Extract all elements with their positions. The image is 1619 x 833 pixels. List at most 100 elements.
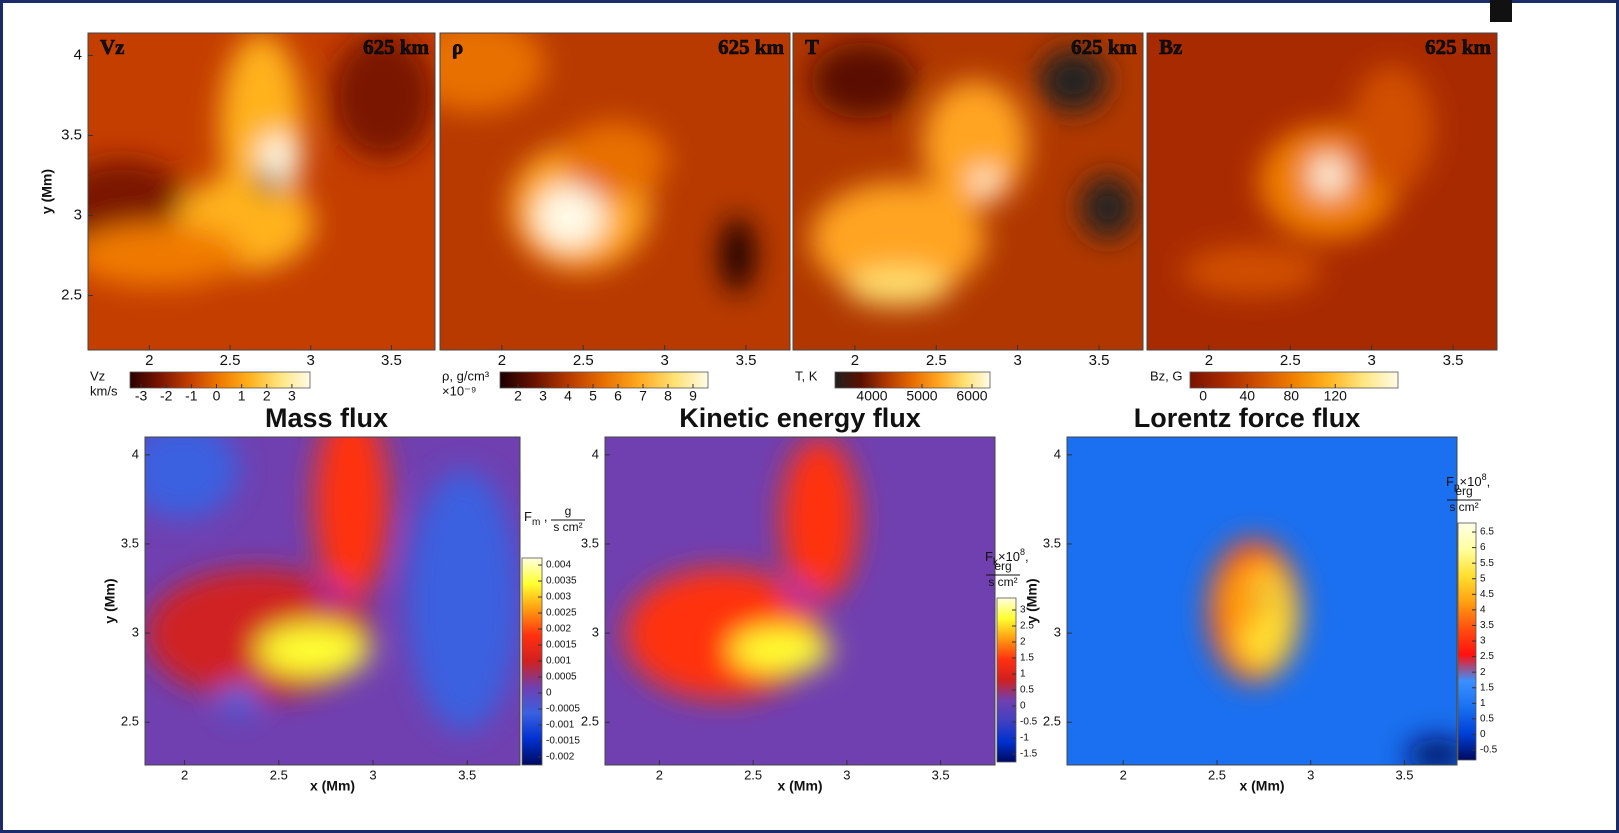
colorbar-tick-label: 0.5	[1020, 685, 1034, 696]
y-tick-label: 3.5	[61, 126, 82, 143]
colorbar	[1190, 372, 1398, 388]
colorbar-tick-label: 0	[546, 688, 552, 699]
colorbar-tick-label: 1.5	[1480, 682, 1494, 693]
x-tick-label: 3	[1013, 352, 1021, 369]
figure: 22.533.52.533.54y (Mm)Vz625 km-3-2-10123…	[0, 0, 1619, 833]
colorbar-label-part: ,	[540, 509, 547, 524]
heatmap-blob	[408, 470, 521, 732]
colorbar-tick-label: 0.003	[546, 592, 571, 603]
x-tick-label: 3.5	[1395, 767, 1413, 782]
x-tick-label: 2.5	[1280, 352, 1301, 369]
x-tick-label: 3.5	[1089, 352, 1110, 369]
colorbar-tick-label: 4	[564, 388, 572, 404]
colorbar	[500, 372, 708, 388]
colorbar-label-part: F	[985, 549, 993, 564]
x-tick-label: 2.5	[270, 767, 288, 782]
colorbar-tick-label: 3	[288, 388, 296, 404]
panel-label: ρ	[452, 35, 463, 59]
y-tick-label: 3.5	[581, 535, 599, 550]
colorbar-tick-label: 0.002	[546, 624, 571, 635]
y-tick-label: 4	[132, 446, 139, 461]
y-tick-label: 3	[592, 625, 599, 640]
y-axis-label: y (Mm)	[1024, 578, 1040, 623]
colorbar-label: ρ, g/cm³	[442, 368, 490, 383]
colorbar-tick-label: -1.5	[1020, 749, 1038, 760]
heatmap-blob	[1080, 176, 1136, 239]
colorbar-label: Vz	[90, 368, 105, 383]
colorbar-tick-label: 2	[263, 388, 271, 404]
colorbar-tick-label: 1	[1480, 698, 1486, 709]
colorbar-tick-label: 0.5	[1480, 714, 1494, 725]
colorbar-label: ×10⁻⁹	[442, 383, 476, 398]
heatmap-blob	[1223, 568, 1262, 634]
colorbar-tick-label: 5000	[906, 388, 937, 404]
colorbar-tick-label: 4	[1480, 605, 1486, 616]
x-tick-label: 3	[307, 352, 315, 369]
x-tick-label: 3	[1307, 767, 1314, 782]
colorbar-tick-label: 0.004	[546, 560, 571, 571]
x-tick-label: 3.5	[381, 352, 402, 369]
colorbar-label-part: ,	[1025, 549, 1029, 564]
x-tick-label: 2.5	[926, 352, 947, 369]
colorbar-label-part: m	[532, 517, 540, 528]
heatmap-blob	[535, 185, 605, 248]
heatmap-image	[793, 33, 1143, 350]
x-tick-label: 2	[181, 767, 188, 782]
y-tick-label: 3	[132, 625, 139, 640]
colorbar-tick-label: 0.001	[546, 656, 571, 667]
x-tick-label: 3.5	[458, 767, 476, 782]
y-tick-label: 2.5	[581, 714, 599, 729]
colorbar-tick-label: 2	[1020, 637, 1026, 648]
colorbar-label-part: F	[524, 509, 532, 524]
heatmap-blob	[730, 627, 831, 673]
x-tick-label: 2	[851, 352, 859, 369]
panel-title: Lorentz force flux	[1134, 403, 1361, 433]
y-tick-label: 3	[74, 206, 82, 223]
heatmap-blob	[1260, 593, 1272, 603]
heatmap-blob	[1350, 65, 1434, 192]
heatmap-blob	[258, 624, 371, 676]
y-axis-label: y (Mm)	[39, 169, 55, 214]
x-tick-label: 3.5	[1443, 352, 1464, 369]
x-tick-label: 2.5	[220, 352, 241, 369]
colorbar-tick-label: 5	[589, 388, 597, 404]
y-tick-label: 2.5	[61, 287, 82, 304]
heatmap-blob	[321, 585, 344, 605]
x-tick-label: 2.5	[1208, 767, 1226, 782]
panel-label: Vz	[100, 35, 125, 59]
colorbar-tick-label: -0.001	[546, 720, 575, 731]
panel-label: Bz	[1159, 35, 1182, 59]
colorbar-tick-label: 120	[1324, 388, 1348, 404]
colorbar-label: km/s	[90, 383, 118, 398]
x-tick-label: 2.5	[573, 352, 594, 369]
y-tick-label: 4	[592, 446, 599, 461]
colorbar-tick-label: 2.5	[1480, 651, 1494, 662]
colorbar-tick-label: -3	[135, 388, 148, 404]
y-tick-label: 2.5	[1043, 714, 1061, 729]
colorbar-tick-label: -0.0005	[546, 704, 580, 715]
y-tick-label: 4	[74, 46, 82, 63]
colorbar-tick-label: 6	[1480, 542, 1486, 553]
colorbar-tick-label: -1	[185, 388, 198, 404]
colorbar-unit-den: s cm²	[1449, 500, 1478, 514]
colorbar	[997, 598, 1016, 762]
x-tick-label: 3.5	[736, 352, 757, 369]
heatmap-image	[53, 33, 435, 350]
colorbar-tick-label: 1.5	[1020, 653, 1034, 664]
x-tick-label: 2	[656, 767, 663, 782]
heatmap-blob	[563, 122, 668, 198]
panel-title: Kinetic energy flux	[679, 403, 921, 433]
colorbar-tick-label: 0.0035	[546, 576, 577, 587]
colorbar-label: T, K	[795, 368, 818, 383]
heatmap-blob	[720, 217, 755, 293]
x-axis-label: x (Mm)	[777, 778, 822, 794]
colorbar-tick-label: 0	[1199, 388, 1207, 404]
x-tick-label: 3	[660, 352, 668, 369]
heatmap-blob	[1312, 157, 1347, 195]
corner-mark	[1490, 0, 1512, 22]
heatmap-blob	[220, 683, 258, 716]
colorbar-tick-label: 0	[1480, 729, 1486, 740]
panel-title: Mass flux	[265, 403, 388, 433]
colorbar-tick-label: -1	[1020, 733, 1029, 744]
heatmap-blob	[71, 223, 245, 286]
